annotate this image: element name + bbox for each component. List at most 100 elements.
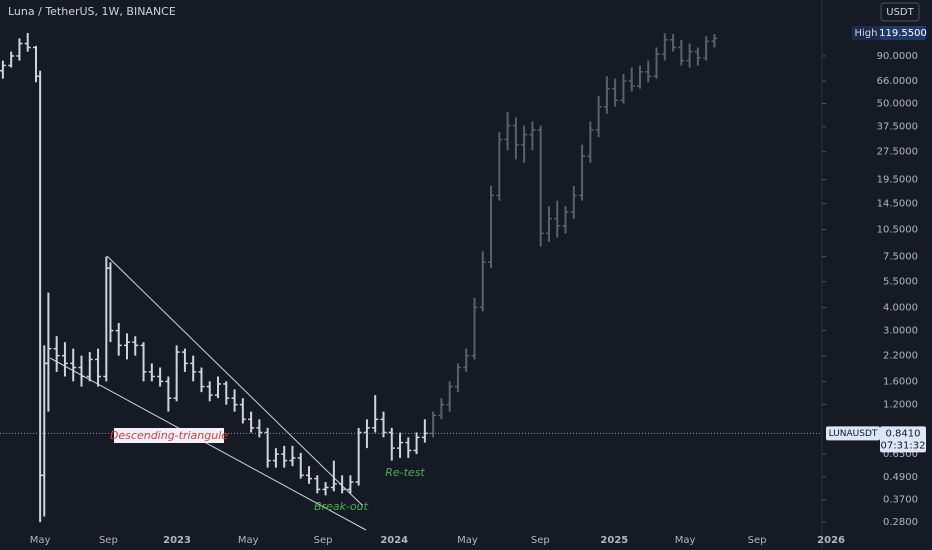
y-tick-label: 0.2800 [883,517,918,528]
high-tag: High [855,28,878,39]
x-tick-label: 2023 [163,535,191,546]
ohlc-bar [554,200,561,238]
symbol-label-box [826,426,880,441]
ohlc-bar [388,427,395,461]
y-tick-label: 1.2000 [883,400,918,411]
y-tick-label: 7.5000 [883,252,918,263]
ohlc-bar [628,67,635,92]
x-tick-label: 2025 [600,535,628,546]
ohlc-bar [711,34,718,48]
ohlc-bar [95,348,102,387]
y-tick-label: 0.3700 [883,495,918,506]
ohlc-bar [330,460,337,492]
ohlc-bar [488,185,495,269]
y-tick-label: 5.5000 [883,277,918,288]
ohlc-bar [661,33,668,61]
ohlc-bar [537,125,544,247]
triangle-lower-line [49,357,367,531]
ohlc-bar [446,381,453,412]
y-tick-label: 3.0000 [883,326,918,337]
x-tick-label: May [30,535,51,546]
ohlc-bar [297,452,304,479]
ohlc-bar [347,475,354,494]
ohlc-bar [140,342,147,382]
annotation: Break-out [314,500,369,513]
ohlc-bar [579,144,586,201]
annotation: Re-test [385,466,425,479]
ohlc-bar [16,38,23,61]
x-tick-label: Sep [748,535,767,546]
ohlc-bar [587,121,594,163]
y-tick-label: 14.5000 [877,198,918,209]
ohlc-bar [181,348,188,372]
chart-title: Luna / TetherUS, 1W, BINANCE [8,5,176,18]
ohlc-bar [8,51,15,68]
ohlc-bar [521,125,528,163]
price-axis-labels: 0.2800 0.3700 0.4900 0.6500 1.2000 1.6000 2.20… [822,51,918,528]
y-tick-label: 19.5000 [877,174,918,185]
ohlc-bar [215,376,222,399]
y-tick-label: 4.0000 [883,302,918,313]
ohlc-bar [686,43,693,68]
ohlc-bar [115,322,122,356]
ohlc-bar [239,398,246,424]
y-tick-label: 0.4900 [883,472,918,483]
ohlc-bar [678,39,685,66]
ohlc-bar [570,185,577,219]
ohlc-bar [314,475,321,494]
ohlc-bar [405,437,412,458]
ohlc-bar [612,78,619,107]
ohlc-bar [0,60,6,79]
ohlc-bar [45,292,52,412]
ohlc-bar [595,95,602,137]
ohlc-bar [529,121,536,151]
ohlc-bar [24,33,31,52]
ohlc-bar [248,411,255,433]
high-price-box [880,26,926,41]
ohlc-bar [355,427,362,486]
x-tick-label: 2024 [380,535,408,546]
ohlc-bar [264,427,271,468]
ohlc-bar [479,251,486,312]
x-tick-label: Sep [99,535,118,546]
x-tick-label: May [675,535,696,546]
ohlc-bar [636,65,643,89]
ohlc-bar [603,76,610,114]
ohlc-bar [198,367,205,393]
ohlc-bar [694,47,701,66]
y-tick-label: 27.5000 [877,147,918,158]
currency-button[interactable] [880,2,920,22]
high-tag-box [852,26,880,41]
ohlc-bar [562,206,569,234]
y-tick-label: 10.5000 [877,224,918,235]
symbol-label: LUNAUSDT [829,429,878,439]
ohlc-bar [53,336,60,372]
ohlc-bar [372,395,379,433]
currency-label[interactable]: USDT [886,7,914,18]
countdown: 07:31:32 [881,440,926,451]
ohlc-bar [148,363,155,382]
y-tick-label: 1.6000 [883,376,918,387]
x-tick-label: May [457,535,478,546]
annotation: Descending-triangule [110,429,228,442]
triangle-upper-line [106,255,364,507]
ohlc-bar [223,381,230,405]
price-axis [822,0,932,550]
ohlc-bar [61,342,68,377]
ohlc-bar [165,376,172,412]
ohlc-bar [504,111,511,151]
ohlc-bar [380,411,387,438]
ohlc-bar [703,36,710,61]
last-price-box [880,426,926,453]
ohlc-bar [231,389,238,412]
y-tick-label: 2.2000 [883,351,918,362]
x-tick-label: May [238,535,259,546]
annotation-box [114,428,224,443]
ohlc-bar [438,398,445,420]
x-tick-label: Sep [314,535,333,546]
ohlc-bar [86,352,93,382]
ohlc-bar [545,206,552,242]
x-tick-label: 2026 [817,535,845,546]
